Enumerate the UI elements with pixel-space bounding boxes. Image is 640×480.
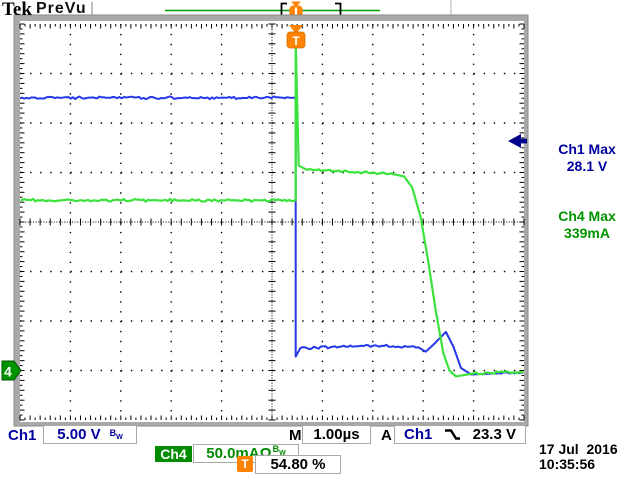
ch4-max-label: Ch4 Max	[558, 208, 616, 224]
brand-logo: Tek	[2, 0, 32, 20]
ch1-max-value: 28.1 V	[566, 158, 608, 174]
trigger-readout: Ch1 23.3 V	[394, 425, 526, 444]
main-timebase-label: M	[289, 427, 302, 444]
ch4-channel-badge: Ch4	[155, 446, 192, 462]
ch4-max-value: 339mA	[564, 225, 610, 241]
acquisition-mode-label: PreVu	[36, 0, 87, 17]
falling-edge-icon	[444, 429, 460, 440]
trigger-level-value: 23.3 V	[472, 426, 516, 443]
trigger-position-readout: 54.80 %	[255, 455, 341, 474]
timebase-value: 1.00µs	[313, 426, 360, 443]
time-readout: 10:35:56	[539, 456, 596, 472]
trigger-position-letter: T	[292, 34, 300, 48]
ch4-bandwidth-limit-icon: BW	[272, 444, 286, 457]
timebase-readout: 1.00µs	[302, 425, 371, 444]
trigger-source-value: Ch1	[404, 426, 433, 443]
trigger-level-arrow-icon	[508, 134, 527, 148]
ch4-marker-label: 4	[4, 364, 12, 380]
waveform-traces	[20, 40, 524, 378]
ch1-scale-readout: 5.00 V BW	[43, 425, 137, 444]
ch4-reference-marker: 4	[1, 360, 22, 381]
trigger-a-label: A	[381, 427, 392, 444]
trigger-position-value: 54.80 %	[270, 456, 326, 473]
trace-ch4	[20, 40, 524, 378]
ch1-bandwidth-limit-icon: BW	[109, 428, 123, 441]
ch1-scale-value: 5.00 V	[57, 426, 101, 443]
trigger-position-badge: T	[237, 456, 253, 472]
graticule-grid	[19, 23, 525, 421]
date-readout: 17 Jul 2016	[539, 441, 618, 457]
trigger-position-marker: T	[286, 25, 306, 49]
ch1-channel-label: Ch1	[8, 427, 37, 444]
trace-ch1	[20, 95, 524, 376]
ch1-max-label: Ch1 Max	[558, 141, 616, 157]
